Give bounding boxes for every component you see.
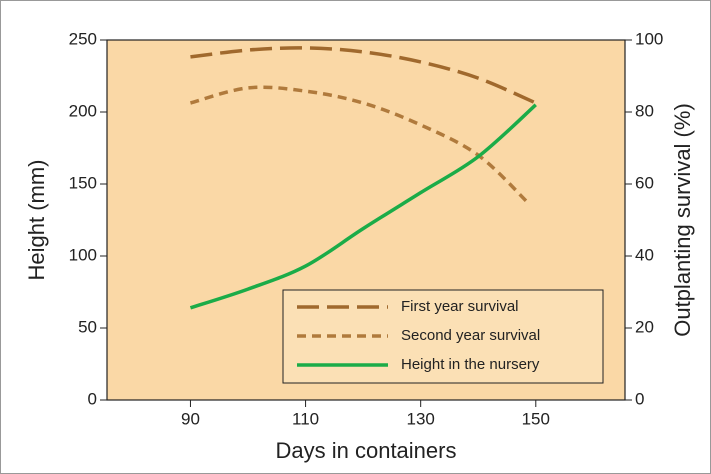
x-tick-label: 150 — [522, 409, 550, 428]
y-tick-label: 100 — [69, 245, 97, 264]
y-tick-label: 250 — [69, 29, 97, 48]
y-tick-label: 200 — [69, 101, 97, 120]
x-tick-label: 130 — [406, 409, 434, 428]
series-line — [189, 103, 537, 310]
legend-label: Second year survival — [401, 327, 540, 344]
series-line — [190, 46, 537, 105]
legend-label: Height in the nursery — [401, 356, 540, 373]
y2-tick-label: 0 — [635, 389, 644, 408]
y2-tick-label: 100 — [635, 29, 663, 48]
y2-tick-label: 60 — [635, 173, 654, 192]
y-tick-label: 150 — [69, 173, 97, 192]
y2-axis-label: Outplanting survival (%) — [670, 103, 695, 337]
x-axis-label: Days in containers — [276, 438, 457, 463]
y2-tick-label: 40 — [635, 245, 654, 264]
legend-label: First year survival — [401, 298, 519, 315]
y-tick-label: 50 — [78, 317, 97, 336]
y-tick-label: 0 — [88, 389, 97, 408]
x-tick-label: 110 — [292, 409, 319, 428]
y-axis-label: Height (mm) — [24, 159, 49, 280]
x-tick-label: 90 — [181, 409, 200, 428]
y2-tick-label: 80 — [635, 101, 654, 120]
y2-tick-label: 20 — [635, 317, 654, 336]
